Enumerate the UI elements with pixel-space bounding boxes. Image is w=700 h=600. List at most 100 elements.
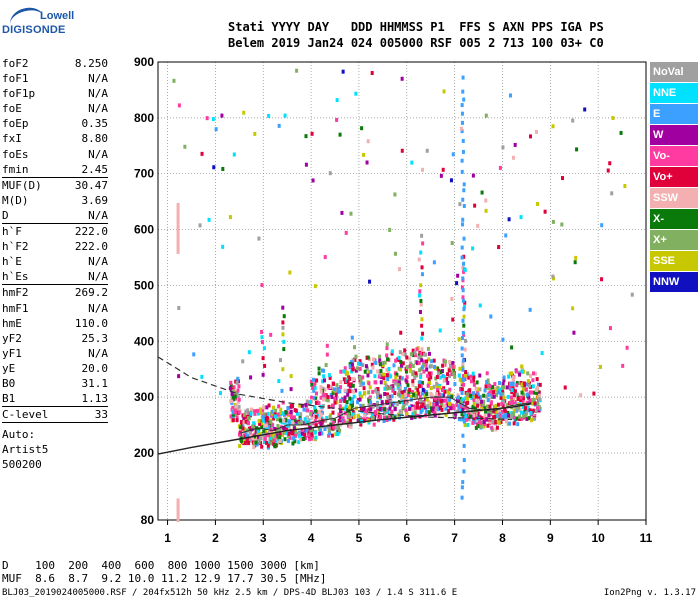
echo-point (273, 443, 277, 448)
echo-point (231, 395, 235, 400)
param-row: yF1 N/A (2, 346, 108, 361)
echo-point (389, 399, 393, 404)
echo-point (291, 431, 295, 436)
echo-point (275, 431, 279, 436)
echo-point (293, 434, 297, 439)
echo-streak (462, 323, 466, 328)
echo-scatter (511, 155, 515, 160)
echo-point (429, 371, 433, 376)
echo-point (328, 414, 332, 419)
echo-scatter (277, 123, 281, 128)
echo-point (496, 385, 500, 390)
echo-point (425, 391, 429, 396)
echo-point (283, 413, 287, 418)
echo-streak (462, 382, 466, 387)
param-value: 110.0 (74, 316, 108, 330)
echo-scatter (221, 166, 225, 171)
echo-point (427, 351, 431, 356)
echo-point (379, 368, 383, 373)
echo-point (239, 425, 243, 430)
legend-item-vo-: Vo+ (650, 167, 698, 187)
echo-point (516, 392, 520, 397)
echo-point (492, 390, 496, 395)
echo-point (503, 407, 507, 412)
echo-point (286, 423, 290, 428)
echo-point (397, 380, 401, 385)
echo-point (400, 376, 404, 381)
echo-streak (322, 378, 326, 383)
param-value: N/A (88, 102, 108, 116)
echo-point (478, 387, 482, 392)
echo-point (453, 382, 457, 387)
echo-point (484, 409, 488, 414)
echo-streak (325, 352, 329, 357)
echo-point (238, 443, 242, 448)
echo-point (335, 400, 339, 405)
auto-line: 500200 (2, 458, 42, 472)
echo-point (310, 382, 314, 387)
echo-point (406, 383, 410, 388)
echo-point (457, 417, 461, 422)
echo-point (531, 398, 535, 403)
echo-point (342, 377, 346, 382)
echo-point (292, 436, 296, 441)
echo-point (411, 353, 415, 358)
echo-point (476, 403, 480, 408)
echo-point (476, 392, 480, 397)
echo-point (333, 418, 337, 423)
echo-point (370, 362, 374, 367)
param-value: N/A (88, 208, 108, 222)
x-tick-label: 11 (640, 531, 653, 545)
echo-point (448, 387, 452, 392)
echo-point (352, 394, 356, 399)
echo-scatter (323, 255, 327, 260)
echo-point (317, 419, 321, 424)
echo-point (344, 370, 348, 375)
echo-streak (385, 353, 389, 358)
echo-point (465, 396, 469, 401)
echo-point (362, 386, 366, 391)
echo-point (276, 424, 280, 429)
echo-streak (418, 289, 422, 294)
echo-point (448, 360, 452, 365)
echo-point (433, 413, 437, 418)
echo-point (511, 382, 515, 387)
param-value: N/A (88, 87, 108, 101)
param-name: fxI (2, 132, 22, 146)
echo-point (321, 397, 325, 402)
echo-streak (176, 209, 180, 214)
echo-point (510, 411, 514, 416)
echo-point (271, 434, 275, 439)
legend-item-x-: X- (650, 209, 698, 229)
echo-point (269, 433, 273, 438)
echo-point (522, 411, 526, 416)
echo-point (229, 380, 233, 385)
echo-streak (462, 419, 466, 424)
echo-point (410, 390, 414, 395)
echo-point (248, 430, 252, 435)
echo-point (356, 418, 360, 423)
echo-point (319, 385, 323, 390)
echo-point (355, 366, 359, 371)
echo-scatter (177, 374, 181, 379)
echo-scatter (241, 359, 245, 364)
echo-point (231, 405, 235, 410)
echo-point (417, 391, 421, 396)
echo-point (346, 379, 350, 384)
echo-point (504, 412, 508, 417)
echo-point (459, 387, 463, 392)
echo-point (521, 387, 525, 392)
echo-point (509, 414, 513, 419)
echo-point (265, 440, 269, 445)
echo-point (249, 407, 253, 412)
echo-point (330, 403, 334, 408)
echo-scatter (249, 375, 253, 380)
echo-point (424, 363, 428, 368)
echo-point (382, 407, 386, 412)
echo-point (426, 373, 430, 378)
echo-point (423, 352, 427, 357)
x-tick-label: 4 (308, 531, 315, 545)
echo-streak (460, 387, 464, 392)
echo-point (485, 409, 489, 414)
echo-streak (460, 495, 464, 500)
